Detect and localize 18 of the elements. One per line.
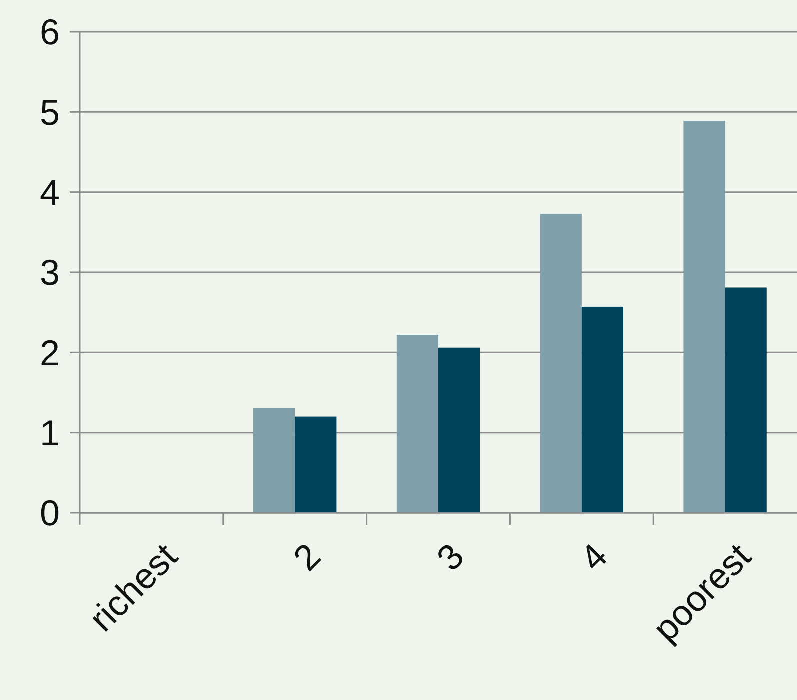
- y-tick-label: 6: [40, 12, 60, 53]
- bar: [684, 120, 726, 513]
- x-tick-label: 3: [428, 535, 472, 579]
- bar: [725, 288, 767, 513]
- bar: [438, 348, 480, 513]
- bar: [295, 416, 337, 513]
- y-tick-label: 4: [40, 172, 60, 213]
- y-tick-label: 5: [40, 92, 60, 133]
- bar: [582, 306, 624, 513]
- y-tick-label: 3: [40, 252, 60, 294]
- x-tick-label: 4: [572, 535, 616, 579]
- y-tick-label: 2: [40, 332, 60, 374]
- bar: [254, 408, 296, 513]
- x-tick-label: 2: [285, 535, 329, 579]
- y-tick-label: 0: [40, 492, 60, 534]
- y-tick-label: 1: [40, 412, 60, 454]
- bar: [540, 214, 582, 513]
- bar: [396, 335, 438, 513]
